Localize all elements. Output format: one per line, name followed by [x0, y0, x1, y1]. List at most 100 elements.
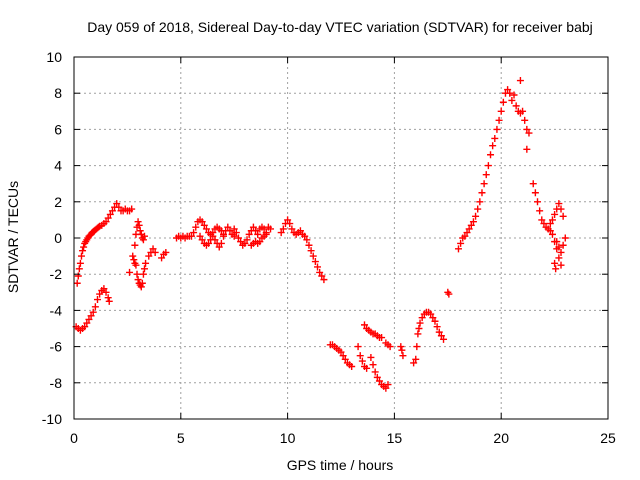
- x-tick-label: 20: [493, 430, 509, 446]
- data-point: [80, 243, 88, 251]
- x-tick-labels: 0 5 10 15 20 25: [70, 430, 616, 446]
- x-tick-label: 0: [70, 430, 78, 446]
- data-point: [200, 221, 208, 229]
- data-point: [378, 334, 386, 342]
- axis-ticks: [73, 56, 609, 420]
- data-point: [76, 259, 84, 267]
- chart-title: Day 059 of 2018, Sidereal Day-to-day VTE…: [87, 19, 593, 35]
- data-point: [136, 227, 144, 235]
- data-point: [433, 323, 441, 331]
- data-point: [162, 248, 170, 256]
- data-point: [555, 243, 563, 251]
- data-point: [508, 96, 516, 104]
- data-point: [108, 207, 116, 215]
- data-point: [561, 234, 569, 242]
- data-point: [133, 270, 141, 278]
- data-point: [237, 238, 245, 246]
- data-point: [523, 125, 531, 133]
- data-point: [440, 335, 448, 343]
- data-point: [414, 330, 422, 338]
- y-tick-labels: -10 -8 -6 -4 -2 0 2 4 6 8 10: [42, 49, 62, 427]
- data-point: [559, 241, 567, 249]
- data-point: [410, 359, 418, 367]
- data-point: [224, 223, 232, 231]
- data-point: [478, 189, 486, 197]
- y-tick-label: -10: [42, 411, 62, 427]
- data-point: [415, 325, 423, 332]
- data-point: [190, 229, 198, 237]
- y-tick-label: 6: [54, 121, 62, 137]
- data-point: [279, 225, 287, 233]
- data-point: [484, 162, 492, 170]
- data-point: [243, 236, 251, 244]
- data-point: [523, 145, 531, 153]
- y-tick-label: -8: [50, 375, 63, 391]
- data-point: [437, 332, 445, 340]
- data-point: [363, 364, 371, 372]
- data-point: [506, 89, 514, 97]
- data-point: [134, 218, 142, 226]
- x-axis-label: GPS time / hours: [287, 457, 394, 473]
- data-point: [207, 236, 215, 244]
- data-point: [412, 355, 420, 363]
- data-point: [75, 265, 83, 273]
- data-point: [337, 348, 345, 356]
- data-point: [416, 319, 424, 327]
- data-point: [215, 243, 223, 251]
- data-point: [551, 210, 559, 218]
- data-point: [371, 368, 379, 376]
- data-point: [472, 212, 480, 220]
- data-point: [555, 200, 563, 208]
- data-point: [151, 248, 159, 256]
- data-point: [512, 102, 520, 110]
- data-point: [557, 205, 565, 213]
- x-tick-label: 25: [600, 430, 616, 446]
- data-point: [360, 321, 368, 329]
- y-axis-label: SDTVAR / TECUs: [5, 181, 21, 293]
- data-point: [536, 207, 544, 215]
- data-point: [138, 279, 146, 287]
- data-point: [467, 221, 475, 229]
- data-point: [454, 245, 462, 253]
- data-point: [538, 216, 546, 224]
- data-point: [131, 241, 139, 249]
- data-point: [102, 218, 110, 226]
- data-point: [487, 151, 495, 159]
- data-point: [249, 223, 257, 231]
- x-tick-label: 10: [280, 430, 296, 446]
- data-point: [252, 227, 260, 235]
- data-point: [435, 328, 443, 336]
- data-point: [540, 220, 548, 228]
- y-tick-label: 4: [54, 158, 62, 174]
- data-point: [196, 232, 204, 240]
- data-point: [115, 203, 123, 211]
- data-point: [367, 353, 375, 361]
- data-point: [89, 308, 97, 316]
- data-point: [91, 303, 99, 311]
- data-point: [548, 230, 556, 238]
- data-point: [217, 239, 225, 247]
- y-tick-label: -6: [50, 339, 63, 355]
- data-point: [288, 225, 296, 233]
- data-point: [431, 317, 439, 325]
- data-point: [373, 373, 381, 381]
- data-point: [106, 210, 114, 218]
- data-point: [531, 189, 539, 197]
- data-point: [254, 230, 262, 238]
- data-point: [187, 232, 195, 240]
- data-point: [232, 229, 240, 237]
- y-tick-label: -2: [50, 266, 63, 282]
- data-point: [102, 288, 110, 296]
- data-point: [316, 268, 324, 276]
- data-point: [256, 238, 264, 246]
- data-point: [284, 216, 292, 224]
- data-point: [555, 254, 563, 262]
- data-point: [516, 77, 524, 85]
- data-point: [482, 171, 490, 179]
- data-point: [551, 259, 559, 267]
- data-point: [339, 352, 347, 360]
- data-point: [463, 229, 471, 237]
- data-point: [230, 225, 238, 233]
- data-point: [521, 116, 529, 124]
